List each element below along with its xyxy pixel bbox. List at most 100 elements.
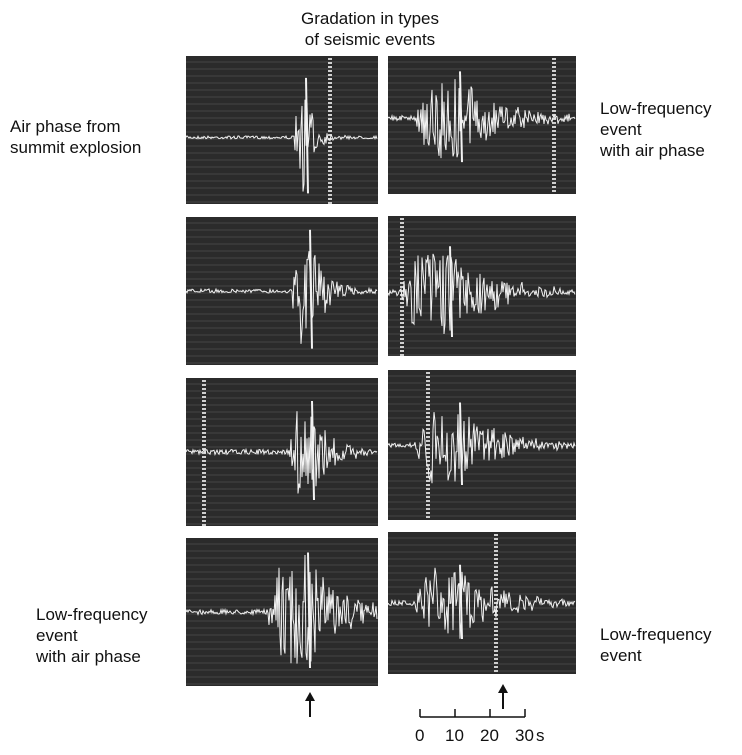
label-lf-event-air-phase-right: Low-frequency event with air phase bbox=[600, 98, 712, 161]
time-marker bbox=[552, 170, 556, 172]
time-marker bbox=[426, 504, 430, 506]
time-marker bbox=[426, 432, 430, 434]
time-marker bbox=[202, 392, 206, 394]
time-marker bbox=[400, 338, 404, 340]
time-marker bbox=[552, 154, 556, 156]
scale-tick-0: 0 bbox=[415, 726, 425, 745]
time-marker bbox=[328, 134, 332, 136]
time-marker bbox=[400, 322, 404, 324]
time-marker bbox=[552, 110, 556, 112]
time-marker bbox=[328, 198, 332, 200]
time-marker bbox=[400, 354, 404, 356]
time-marker bbox=[328, 90, 332, 92]
time-marker bbox=[328, 178, 332, 180]
time-marker bbox=[202, 488, 206, 490]
time-marker bbox=[202, 496, 206, 498]
time-marker bbox=[328, 182, 332, 184]
time-marker bbox=[494, 546, 498, 548]
time-marker bbox=[552, 134, 556, 136]
time-marker bbox=[494, 646, 498, 648]
time-marker bbox=[552, 98, 556, 100]
time-marker bbox=[400, 234, 404, 236]
time-marker bbox=[426, 452, 430, 454]
seismic-trace bbox=[186, 554, 378, 664]
scale-tick-30: 30 bbox=[515, 726, 534, 745]
time-marker bbox=[400, 342, 404, 344]
air-phase-spike bbox=[305, 77, 309, 194]
time-marker bbox=[552, 118, 556, 120]
time-marker bbox=[552, 166, 556, 168]
label-lf-event-line1: Low-frequency bbox=[600, 625, 712, 644]
time-marker bbox=[202, 476, 206, 478]
time-marker bbox=[328, 94, 332, 96]
time-marker bbox=[400, 222, 404, 224]
time-marker bbox=[426, 496, 430, 498]
seismic-trace bbox=[388, 79, 576, 159]
time-marker bbox=[494, 626, 498, 628]
time-marker bbox=[426, 436, 430, 438]
time-marker bbox=[426, 404, 430, 406]
time-marker bbox=[202, 512, 206, 514]
time-marker bbox=[494, 630, 498, 632]
time-marker bbox=[494, 562, 498, 564]
time-marker bbox=[426, 388, 430, 390]
time-marker bbox=[494, 538, 498, 540]
time-marker bbox=[552, 58, 556, 60]
time-marker bbox=[202, 424, 206, 426]
time-marker bbox=[328, 162, 332, 164]
time-marker bbox=[328, 146, 332, 148]
time-marker bbox=[426, 472, 430, 474]
time-marker bbox=[328, 154, 332, 156]
seismic-trace bbox=[186, 411, 378, 494]
seismic-trace bbox=[186, 99, 378, 192]
time-marker bbox=[426, 448, 430, 450]
time-scale-bar: 0 10 20 30 s bbox=[410, 705, 550, 755]
time-marker bbox=[202, 460, 206, 462]
time-marker bbox=[494, 634, 498, 636]
time-marker bbox=[328, 126, 332, 128]
time-marker bbox=[494, 622, 498, 624]
time-marker bbox=[400, 258, 404, 260]
time-marker bbox=[552, 66, 556, 68]
time-marker bbox=[494, 602, 498, 604]
time-marker bbox=[328, 86, 332, 88]
time-marker bbox=[202, 388, 206, 390]
time-marker bbox=[552, 146, 556, 148]
time-marker bbox=[426, 500, 430, 502]
time-marker bbox=[426, 412, 430, 414]
label-lf-event-air-phase-left: Low-frequency event with air phase bbox=[36, 604, 148, 667]
time-marker bbox=[552, 174, 556, 176]
time-marker bbox=[552, 130, 556, 132]
time-marker bbox=[202, 508, 206, 510]
label-lf-left-line3: with air phase bbox=[36, 647, 141, 666]
air-phase-spike bbox=[459, 71, 463, 163]
time-marker bbox=[426, 516, 430, 518]
time-marker bbox=[400, 310, 404, 312]
time-marker bbox=[400, 246, 404, 248]
time-marker bbox=[328, 122, 332, 124]
time-marker bbox=[552, 190, 556, 192]
time-marker bbox=[552, 102, 556, 104]
scale-bar-line bbox=[419, 709, 526, 718]
time-marker bbox=[400, 230, 404, 232]
time-marker bbox=[202, 416, 206, 418]
time-marker bbox=[552, 158, 556, 160]
time-marker bbox=[202, 516, 206, 518]
time-marker bbox=[494, 670, 498, 672]
time-marker bbox=[400, 326, 404, 328]
seismogram-left-4 bbox=[186, 538, 378, 686]
time-marker bbox=[552, 74, 556, 76]
seismogram-right-3-trace bbox=[388, 372, 576, 518]
time-marker bbox=[328, 166, 332, 168]
label-air-phase-line2: summit explosion bbox=[10, 138, 142, 157]
time-marker bbox=[328, 110, 332, 112]
time-marker bbox=[426, 444, 430, 446]
time-marker bbox=[494, 666, 498, 668]
time-marker bbox=[494, 534, 498, 536]
air-phase-spike bbox=[307, 552, 311, 669]
time-marker bbox=[552, 138, 556, 140]
time-marker bbox=[400, 262, 404, 264]
time-marker bbox=[328, 150, 332, 152]
time-marker bbox=[328, 170, 332, 172]
time-marker bbox=[202, 500, 206, 502]
